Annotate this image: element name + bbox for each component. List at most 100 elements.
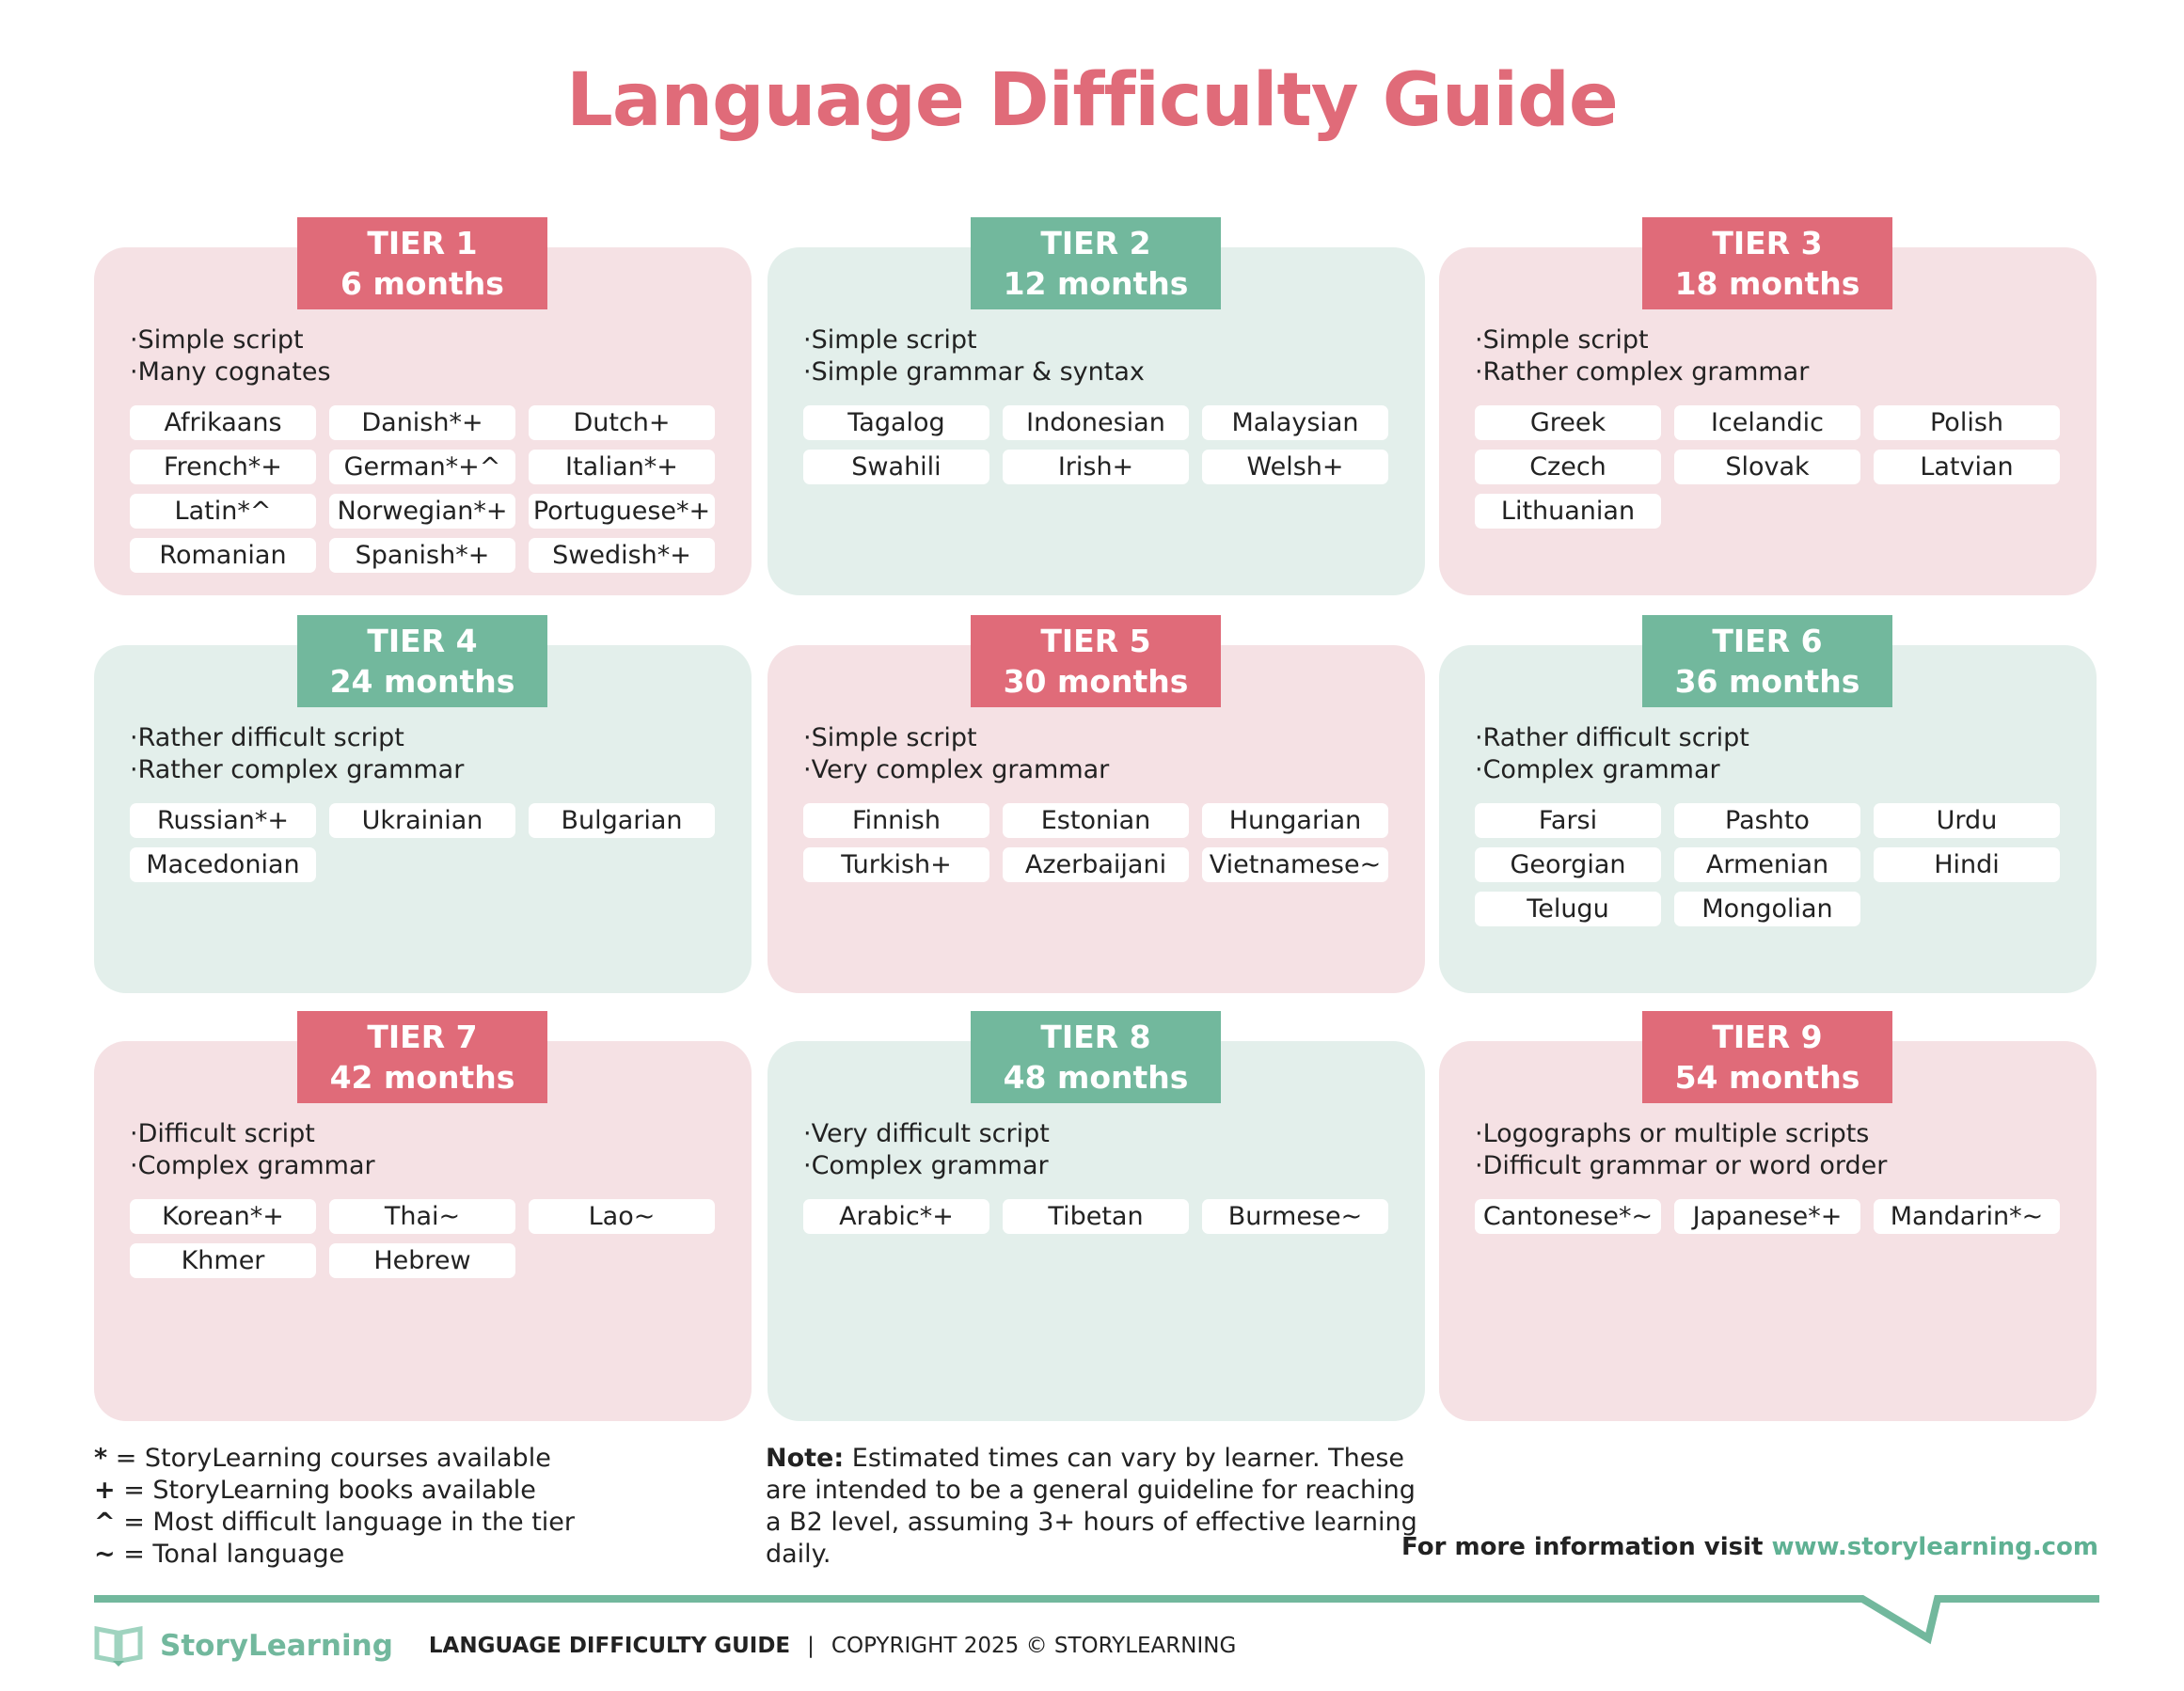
book-logo-icon bbox=[94, 1625, 143, 1667]
language-pill: Bulgarian bbox=[529, 803, 715, 838]
tier-badge: TIER 9 54 months bbox=[1642, 1011, 1892, 1103]
legend-symbol: ~ bbox=[94, 1540, 116, 1569]
language-pill: Irish+ bbox=[1003, 450, 1189, 484]
language-pill: Afrikaans bbox=[130, 405, 316, 440]
tier-duration: 30 months bbox=[1003, 663, 1189, 700]
language-list: Arabic*+ Tibetan Burmese~ bbox=[803, 1199, 1405, 1234]
language-pill: Armenian bbox=[1674, 847, 1860, 882]
language-pill: Ukrainian bbox=[329, 803, 515, 838]
legend-text: = StoryLearning courses available bbox=[107, 1444, 551, 1473]
tier-trait: ·Difficult grammar or word order bbox=[1475, 1151, 1888, 1180]
more-info: For more information visit www.storylear… bbox=[1401, 1533, 2098, 1561]
tier-trait: ·Complex grammar bbox=[1475, 755, 1720, 784]
tier-traits: ·Simple script ·Very complex grammar bbox=[803, 722, 1109, 786]
tier-trait: ·Difficult script bbox=[130, 1119, 315, 1148]
language-pill: Portuguese*+ bbox=[529, 494, 715, 529]
tier-label: TIER 6 bbox=[1712, 623, 1823, 659]
tier-label: TIER 2 bbox=[1040, 225, 1151, 261]
legend-item: * = StoryLearning courses available bbox=[94, 1443, 575, 1475]
language-pill: Hungarian bbox=[1202, 803, 1388, 838]
tier-card-8: TIER 8 48 months ·Very difficult script ·Co… bbox=[768, 1011, 1425, 1421]
language-pill: Hindi bbox=[1874, 847, 2060, 882]
language-pill: Azerbaijani bbox=[1003, 847, 1189, 882]
tier-card-4: TIER 4 24 months ·Rather difficult script ·… bbox=[94, 615, 752, 993]
language-list: Russian*+ Ukrainian Bulgarian Macedonian bbox=[130, 803, 732, 882]
tier-label: TIER 9 bbox=[1712, 1019, 1823, 1055]
language-list: Finnish Estonian Hungarian Turkish+ Azerbaij… bbox=[803, 803, 1405, 882]
tier-duration: 36 months bbox=[1674, 663, 1860, 700]
language-pill: Japanese*+ bbox=[1674, 1199, 1860, 1234]
language-pill: Slovak bbox=[1674, 450, 1860, 484]
tier-trait: ·Very complex grammar bbox=[803, 755, 1110, 784]
language-pill: Romanian bbox=[130, 538, 316, 573]
tier-card-3: TIER 3 18 months ·Simple script ·Rather com… bbox=[1439, 217, 2097, 595]
language-pill: Vietnamese~ bbox=[1202, 847, 1388, 882]
language-pill: Farsi bbox=[1475, 803, 1661, 838]
tier-card-6: TIER 6 36 months ·Rather difficult script ·… bbox=[1439, 615, 2097, 993]
tier-badge: TIER 5 30 months bbox=[971, 615, 1221, 707]
language-list: Tagalog Indonesian Malaysian Swahili Irish+ W… bbox=[803, 405, 1405, 484]
tier-label: TIER 8 bbox=[1040, 1019, 1151, 1055]
tier-duration: 42 months bbox=[329, 1059, 515, 1096]
tier-trait: ·Simple script bbox=[803, 325, 977, 355]
language-pill: Icelandic bbox=[1674, 405, 1860, 440]
tier-traits: ·Logographs or multiple scripts ·Difficul… bbox=[1475, 1118, 1887, 1182]
language-pill: Czech bbox=[1475, 450, 1661, 484]
tier-card-9: TIER 9 54 months ·Logographs or multiple s… bbox=[1439, 1011, 2097, 1421]
language-pill: Georgian bbox=[1475, 847, 1661, 882]
language-list: Greek Icelandic Polish Czech Slovak Latvian Li… bbox=[1475, 405, 2077, 529]
note-label: Note: bbox=[766, 1444, 845, 1473]
language-pill: Burmese~ bbox=[1202, 1199, 1388, 1234]
tier-traits: ·Rather difficult script ·Complex grammar bbox=[1475, 722, 1749, 786]
language-list: Farsi Pashto Urdu Georgian Armenian Hindi Telu… bbox=[1475, 803, 2077, 926]
tier-trait: ·Very difficult script bbox=[803, 1119, 1050, 1148]
language-pill: Welsh+ bbox=[1202, 450, 1388, 484]
language-pill: Danish*+ bbox=[329, 405, 515, 440]
tier-trait: ·Complex grammar bbox=[130, 1151, 375, 1180]
tier-duration: 12 months bbox=[1003, 265, 1189, 302]
tier-card-2: TIER 2 12 months ·Simple script ·Simple gra… bbox=[768, 217, 1425, 595]
legend-symbol: ^ bbox=[94, 1508, 116, 1537]
tier-traits: ·Simple script ·Many cognates bbox=[130, 324, 331, 388]
language-list: Afrikaans Danish*+ Dutch+ French*+ German*+^… bbox=[130, 405, 732, 573]
language-pill: Arabic*+ bbox=[803, 1199, 989, 1234]
language-list: Cantonese*~ Japanese*+ Mandarin*~ bbox=[1475, 1199, 2077, 1234]
tier-trait: ·Simple script bbox=[130, 325, 304, 355]
language-pill: German*+^ bbox=[329, 450, 515, 484]
footer-copyright: COPYRIGHT 2025 © STORYLEARNING bbox=[831, 1634, 1237, 1658]
footer: StoryLearning LANGUAGE DIFFICULTY GUIDE … bbox=[94, 1625, 1236, 1667]
tier-badge: TIER 8 48 months bbox=[971, 1011, 1221, 1103]
tier-traits: ·Simple script ·Simple grammar & syntax bbox=[803, 324, 1145, 388]
tier-trait: ·Logographs or multiple scripts bbox=[1475, 1119, 1870, 1148]
note: Note: Estimated times can vary by learne… bbox=[766, 1443, 1424, 1571]
language-pill: Urdu bbox=[1874, 803, 2060, 838]
more-info-text: For more information visit bbox=[1401, 1533, 1772, 1561]
language-pill: Finnish bbox=[803, 803, 989, 838]
tier-badge: TIER 6 36 months bbox=[1642, 615, 1892, 707]
tier-badge: TIER 3 18 months bbox=[1642, 217, 1892, 309]
tier-duration: 48 months bbox=[1003, 1059, 1189, 1096]
language-pill: Russian*+ bbox=[130, 803, 316, 838]
page-title: Language Difficulty Guide bbox=[566, 58, 1619, 143]
language-pill: Indonesian bbox=[1003, 405, 1189, 440]
legend-item: + = StoryLearning books available bbox=[94, 1475, 575, 1507]
language-pill: Korean*+ bbox=[130, 1199, 316, 1234]
tier-trait: ·Simple grammar & syntax bbox=[803, 357, 1145, 387]
language-pill: Turkish+ bbox=[803, 847, 989, 882]
tier-card-7: TIER 7 42 months ·Difficult script ·Complex… bbox=[94, 1011, 752, 1421]
language-pill: Lao~ bbox=[529, 1199, 715, 1234]
legend-text: = Most difficult language in the tier bbox=[115, 1508, 576, 1537]
tier-trait: ·Rather difficult script bbox=[1475, 723, 1749, 752]
legend-item: ^ = Most difficult language in the tier bbox=[94, 1507, 575, 1539]
language-pill: Macedonian bbox=[130, 847, 316, 882]
tier-trait: ·Rather difficult script bbox=[130, 723, 404, 752]
language-pill: Khmer bbox=[130, 1243, 316, 1278]
tier-badge: TIER 4 24 months bbox=[297, 615, 547, 707]
tier-label: TIER 1 bbox=[367, 225, 478, 261]
website-link[interactable]: www.storylearning.com bbox=[1771, 1533, 2098, 1561]
language-pill: Greek bbox=[1475, 405, 1661, 440]
language-pill: Hebrew bbox=[329, 1243, 515, 1278]
tier-badge: TIER 2 12 months bbox=[971, 217, 1221, 309]
language-pill: Norwegian*+ bbox=[329, 494, 515, 529]
language-pill: Estonian bbox=[1003, 803, 1189, 838]
